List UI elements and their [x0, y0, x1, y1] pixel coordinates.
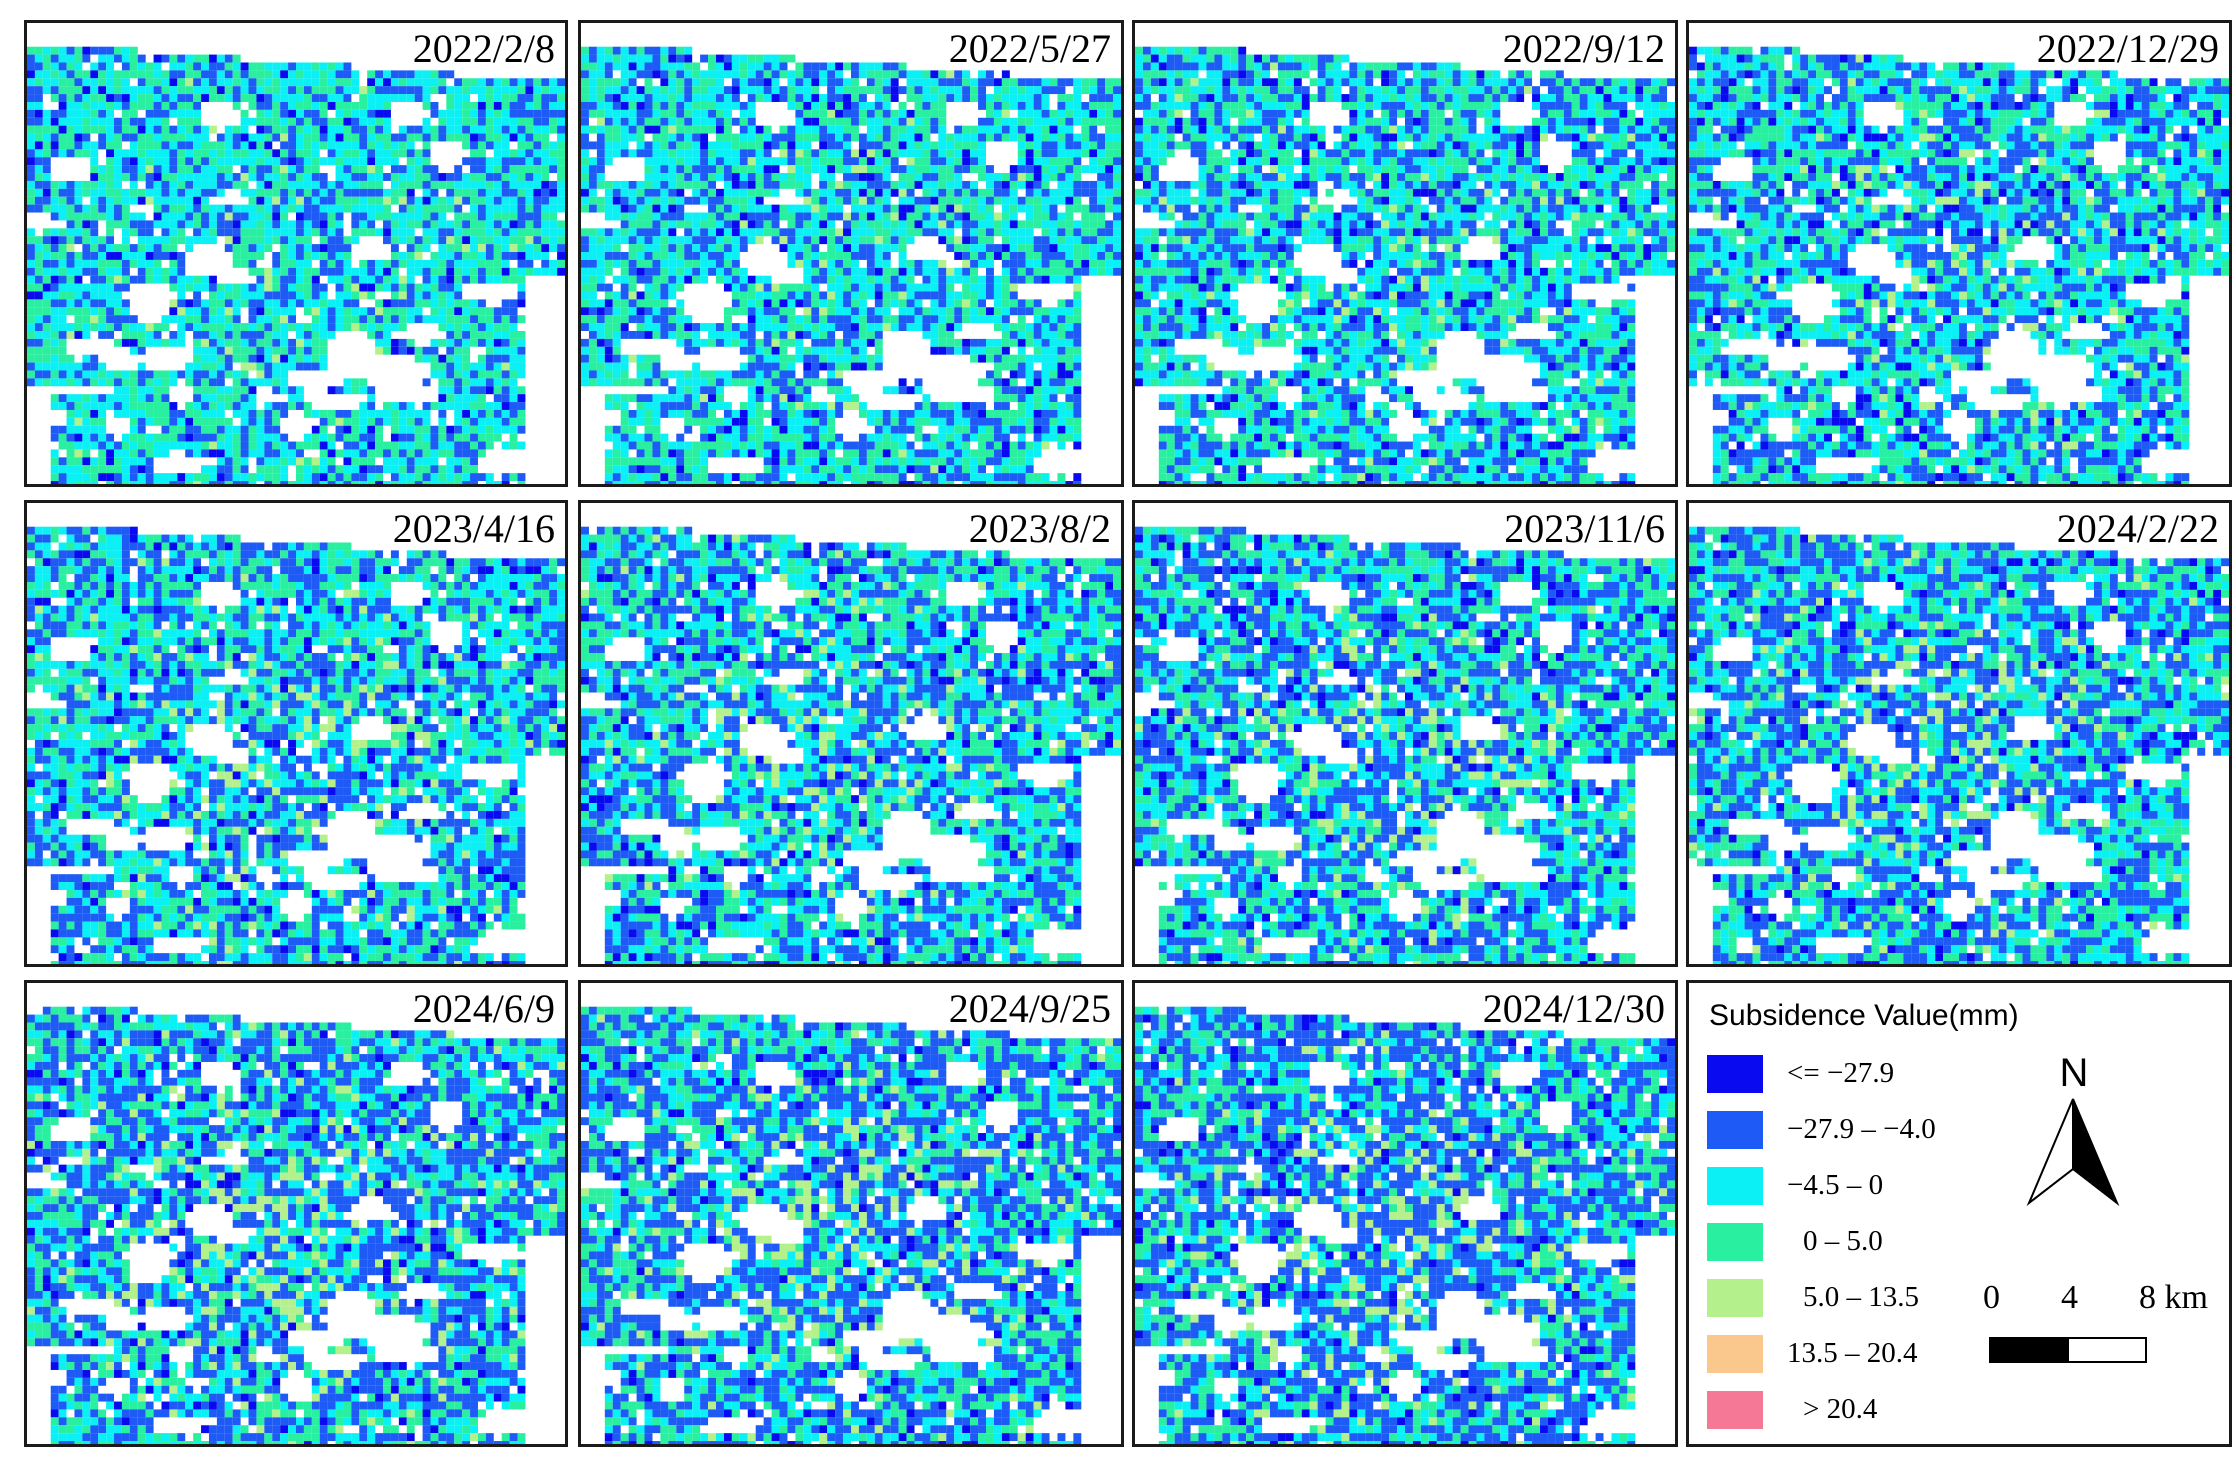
map-panel: 2024/12/30: [1132, 980, 1678, 1447]
scale-tick: 4: [2061, 1279, 2078, 1317]
north-label: N: [2019, 1051, 2129, 1096]
map-panel: 2022/12/29: [1686, 20, 2232, 487]
north-arrow-icon: [2026, 1098, 2120, 1207]
subsidence-map: [581, 1006, 1121, 1444]
panel-date: 2022/2/8: [413, 29, 555, 69]
subsidence-map: [1135, 46, 1675, 484]
scale-segment-white: [2067, 1337, 2147, 1363]
legend-swatch: [1707, 1223, 1763, 1261]
panel-date: 2022/12/29: [2037, 29, 2219, 69]
legend-label: > 20.4: [1803, 1393, 1877, 1426]
map-panel: 2024/6/9: [24, 980, 568, 1447]
map-panel: 2024/9/25: [578, 980, 1124, 1447]
panel-date: 2024/12/30: [1483, 989, 1665, 1029]
legend-swatch: [1707, 1055, 1763, 1093]
legend-swatch: [1707, 1111, 1763, 1149]
subsidence-map: [27, 1006, 565, 1444]
legend-label: 5.0 – 13.5: [1803, 1281, 1919, 1314]
legend-panel: Subsidence Value(mm) <= −27.9 −27.9 – −4…: [1686, 980, 2232, 1447]
subsidence-map: [27, 526, 565, 964]
legend-label: −4.5 – 0: [1787, 1169, 1883, 1202]
legend-label: 13.5 – 20.4: [1787, 1337, 1918, 1370]
panel-date: 2023/8/2: [969, 509, 1111, 549]
scale-bar: 0 4 8 km: [1979, 1279, 2229, 1379]
subsidence-map: [581, 526, 1121, 964]
map-panel: 2023/4/16: [24, 500, 568, 967]
map-panel: 2023/11/6: [1132, 500, 1678, 967]
panel-date: 2024/9/25: [949, 989, 1111, 1029]
legend-title: Subsidence Value(mm): [1709, 999, 2019, 1033]
subsidence-map: [1689, 526, 2229, 964]
panel-date: 2024/6/9: [413, 989, 555, 1029]
panel-date: 2022/5/27: [949, 29, 1111, 69]
subsidence-map: [1689, 46, 2229, 484]
panel-date: 2023/4/16: [393, 509, 555, 549]
legend-swatch: [1707, 1167, 1763, 1205]
map-panel: 2022/2/8: [24, 20, 568, 487]
legend-label: 0 – 5.0: [1803, 1225, 1883, 1258]
map-panel: 2022/5/27: [578, 20, 1124, 487]
subsidence-map: [581, 46, 1121, 484]
legend-label: <= −27.9: [1787, 1057, 1894, 1090]
legend-label: −27.9 – −4.0: [1787, 1113, 1936, 1146]
panel-date: 2024/2/22: [2057, 509, 2219, 549]
legend-swatch: [1707, 1279, 1763, 1317]
map-panel: 2022/9/12: [1132, 20, 1678, 487]
scale-segment-black: [1989, 1337, 2069, 1363]
panel-date: 2023/11/6: [1504, 509, 1665, 549]
subsidence-map: [1135, 1006, 1675, 1444]
map-panel: 2023/8/2: [578, 500, 1124, 967]
legend-swatch: [1707, 1335, 1763, 1373]
legend-swatch: [1707, 1391, 1763, 1429]
scale-tick: 0: [1983, 1279, 2000, 1317]
subsidence-map: [1135, 526, 1675, 964]
subsidence-map: [27, 46, 565, 484]
north-arrow: N: [2019, 1051, 2129, 1231]
map-panel: 2024/2/22: [1686, 500, 2232, 967]
panel-date: 2022/9/12: [1503, 29, 1665, 69]
scale-tick: 8 km: [2139, 1279, 2208, 1317]
